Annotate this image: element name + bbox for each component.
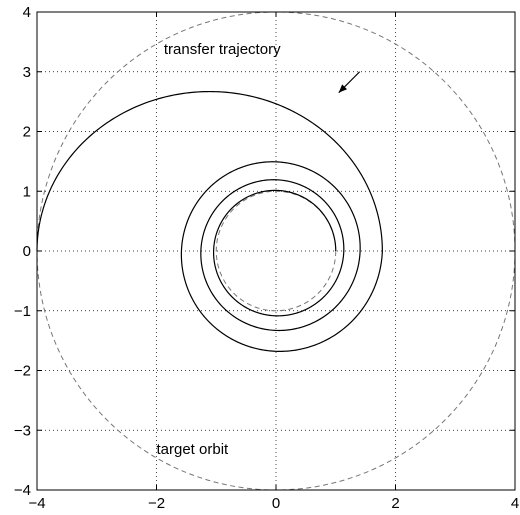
- annotation-label: target orbit: [156, 441, 229, 458]
- x-tick-label: −2: [148, 495, 165, 512]
- y-tick-label: 4: [23, 4, 31, 21]
- y-tick-label: −1: [14, 303, 31, 320]
- y-tick-label: −3: [14, 422, 31, 439]
- x-tick-label: 0: [272, 495, 280, 512]
- y-tick-label: 2: [23, 124, 31, 141]
- x-tick-label: 4: [511, 495, 519, 512]
- x-tick-label: 2: [391, 495, 399, 512]
- plot-background: [37, 12, 515, 490]
- y-axis: −4 −3 −2 −1 0 1 2 3 4: [14, 4, 515, 499]
- y-tick-label: −4: [14, 482, 31, 499]
- y-tick-label: −2: [14, 363, 31, 380]
- x-axis: −4 −2 0 2 4: [28, 12, 519, 512]
- x-tick-label: −4: [28, 495, 45, 512]
- y-tick-label: 3: [23, 64, 31, 81]
- transfer-trajectory-line: [36, 90, 383, 352]
- y-tick-label: 1: [23, 183, 31, 200]
- annotation-arrowhead: [338, 84, 348, 93]
- annotation-layer: transfer trajectory target orbit: [156, 41, 361, 458]
- annotation-label: transfer trajectory: [164, 41, 281, 58]
- y-tick-label: 0: [23, 243, 31, 260]
